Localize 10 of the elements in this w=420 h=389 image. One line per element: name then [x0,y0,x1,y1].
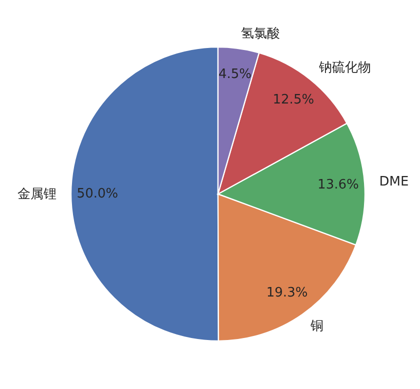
data-label: 13.6% [318,178,359,193]
data-label: 4.5% [218,67,252,82]
slice-label: 氢氯酸 [240,26,280,42]
slice-label: 铜 [310,319,324,334]
data-label: 12.5% [272,92,314,108]
slice-label: 钠硫化物 [318,60,372,76]
data-label: 50.0% [76,186,118,202]
slice-label: 金属锂 [17,186,56,202]
slice-label: DME [379,174,409,190]
data-label: 19.3% [266,285,308,300]
